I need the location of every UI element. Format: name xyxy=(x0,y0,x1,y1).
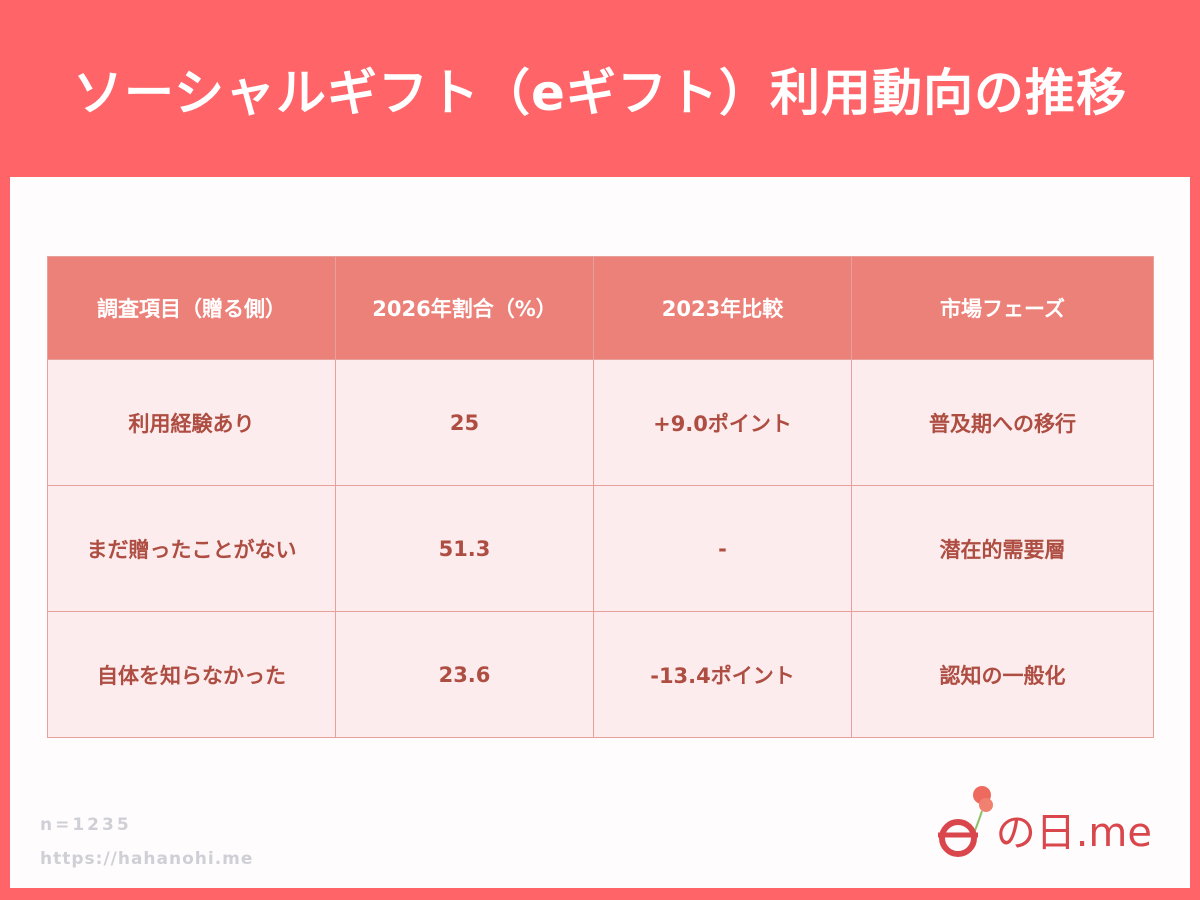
table-row: 利用経験あり 25 +9.0ポイント 普及期への移行 xyxy=(47,359,1154,486)
table-row: 自体を知らなかった 23.6 -13.4ポイント 認知の一般化 xyxy=(47,611,1154,738)
table-cell: 認知の一般化 xyxy=(851,611,1154,738)
table-cell: 23.6 xyxy=(335,611,594,738)
page-title: ソーシャルギフト（eギフト）利用動向の推移 xyxy=(73,63,1127,122)
table-row: まだ贈ったことがない 51.3 - 潜在的需要層 xyxy=(47,485,1154,612)
content-panel: 調査項目（贈る側） 2026年割合（%） 2023年比較 市場フェーズ 利用経験… xyxy=(10,177,1190,888)
column-header: 市場フェーズ xyxy=(851,256,1154,360)
table-cell: 潜在的需要層 xyxy=(851,485,1154,612)
carnation-logo-icon xyxy=(937,786,993,857)
table-cell: +9.0ポイント xyxy=(593,359,852,486)
table-cell: 自体を知らなかった xyxy=(47,611,336,738)
table-cell: 25 xyxy=(335,359,594,486)
column-header: 2023年比較 xyxy=(593,256,852,360)
data-table: 調査項目（贈る側） 2026年割合（%） 2023年比較 市場フェーズ 利用経験… xyxy=(47,256,1154,738)
table-cell: - xyxy=(593,485,852,612)
column-header: 2026年割合（%） xyxy=(335,256,594,360)
table-cell: -13.4ポイント xyxy=(593,611,852,738)
brand-logo: の日.me xyxy=(934,783,1152,858)
table-cell: 利用経験あり xyxy=(47,359,336,486)
table-cell: 普及期への移行 xyxy=(851,359,1154,486)
column-header: 調査項目（贈る側） xyxy=(47,256,336,360)
table-header-row: 調査項目（贈る側） 2026年割合（%） 2023年比較 市場フェーズ xyxy=(47,256,1154,360)
sample-size: n=1235 xyxy=(40,815,132,835)
table-cell: 51.3 xyxy=(335,485,594,612)
table-cell: まだ贈ったことがない xyxy=(47,485,336,612)
source-url: https://hahanohi.me xyxy=(40,849,254,869)
logo-text: の日.me xyxy=(995,810,1152,856)
